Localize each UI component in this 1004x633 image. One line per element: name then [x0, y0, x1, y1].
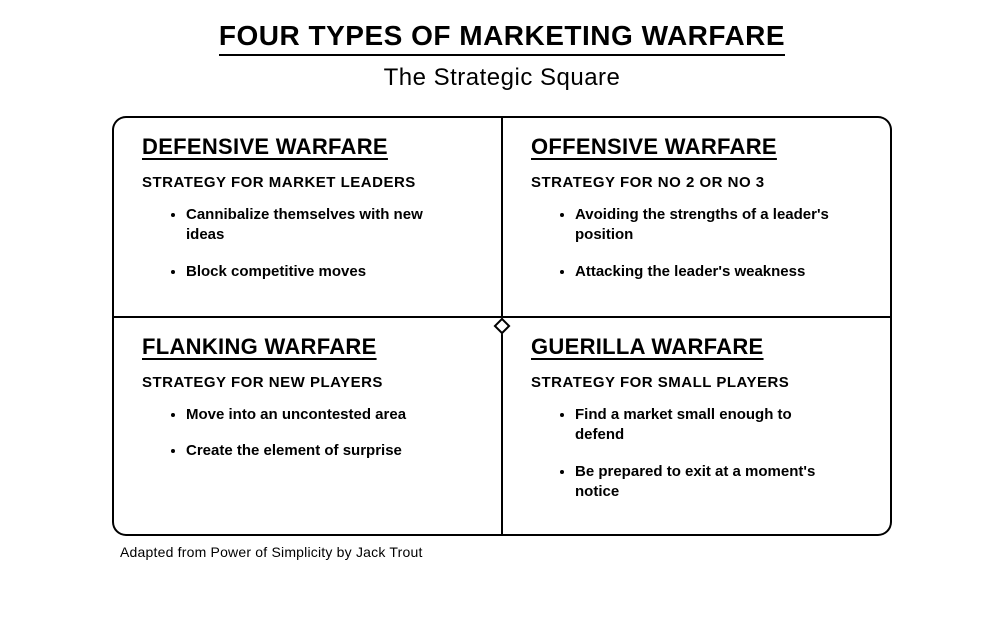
quadrant-flanking: FLANKING WARFARE STRATEGY FOR NEW PLAYER…: [112, 317, 502, 536]
quadrant-title: FLANKING WARFARE: [142, 334, 473, 360]
quadrant-bullets: Cannibalize themselves with new ideas Bl…: [142, 205, 473, 298]
quadrant-subtitle: STRATEGY FOR MARKET LEADERS: [142, 174, 473, 191]
quadrant-subtitle: STRATEGY FOR NO 2 OR NO 3: [531, 174, 862, 191]
bullet-item: Block competitive moves: [186, 262, 473, 282]
quadrant-guerilla: GUERILLA WARFARE STRATEGY FOR SMALL PLAY…: [502, 317, 892, 536]
bullet-item: Avoiding the strengths of a leader's pos…: [575, 205, 862, 246]
bullet-item: Move into an uncontested area: [186, 405, 473, 425]
quadrant-offensive: OFFENSIVE WARFARE STRATEGY FOR NO 2 OR N…: [502, 116, 892, 317]
subtitle: The Strategic Square: [384, 64, 621, 92]
strategic-square-grid: DEFENSIVE WARFARE STRATEGY FOR MARKET LE…: [112, 116, 892, 536]
quadrant-bullets: Avoiding the strengths of a leader's pos…: [531, 205, 862, 298]
quadrant-bullets: Move into an uncontested area Create the…: [142, 405, 473, 478]
title-underline: FOUR TYPES OF MARKETING WARFARE: [219, 20, 785, 56]
bullet-item: Be prepared to exit at a moment's notice: [575, 462, 862, 503]
bullet-item: Cannibalize themselves with new ideas: [186, 205, 473, 246]
infographic-container: FOUR TYPES OF MARKETING WARFARE The Stra…: [0, 20, 1004, 560]
quadrant-subtitle: STRATEGY FOR NEW PLAYERS: [142, 374, 473, 391]
bullet-item: Find a market small enough to defend: [575, 405, 862, 446]
quadrant-subtitle: STRATEGY FOR SMALL PLAYERS: [531, 374, 862, 391]
quadrant-title: GUERILLA WARFARE: [531, 334, 862, 360]
bullet-item: Create the element of surprise: [186, 441, 473, 461]
quadrant-defensive: DEFENSIVE WARFARE STRATEGY FOR MARKET LE…: [112, 116, 502, 317]
grid-wrapper: DEFENSIVE WARFARE STRATEGY FOR MARKET LE…: [112, 116, 892, 560]
quadrant-title: OFFENSIVE WARFARE: [531, 134, 862, 160]
main-title: FOUR TYPES OF MARKETING WARFARE: [219, 20, 785, 52]
quadrant-bullets: Find a market small enough to defend Be …: [531, 405, 862, 518]
bullet-item: Attacking the leader's weakness: [575, 262, 862, 282]
attribution-text: Adapted from Power of Simplicity by Jack…: [120, 544, 423, 560]
quadrant-title: DEFENSIVE WARFARE: [142, 134, 473, 160]
